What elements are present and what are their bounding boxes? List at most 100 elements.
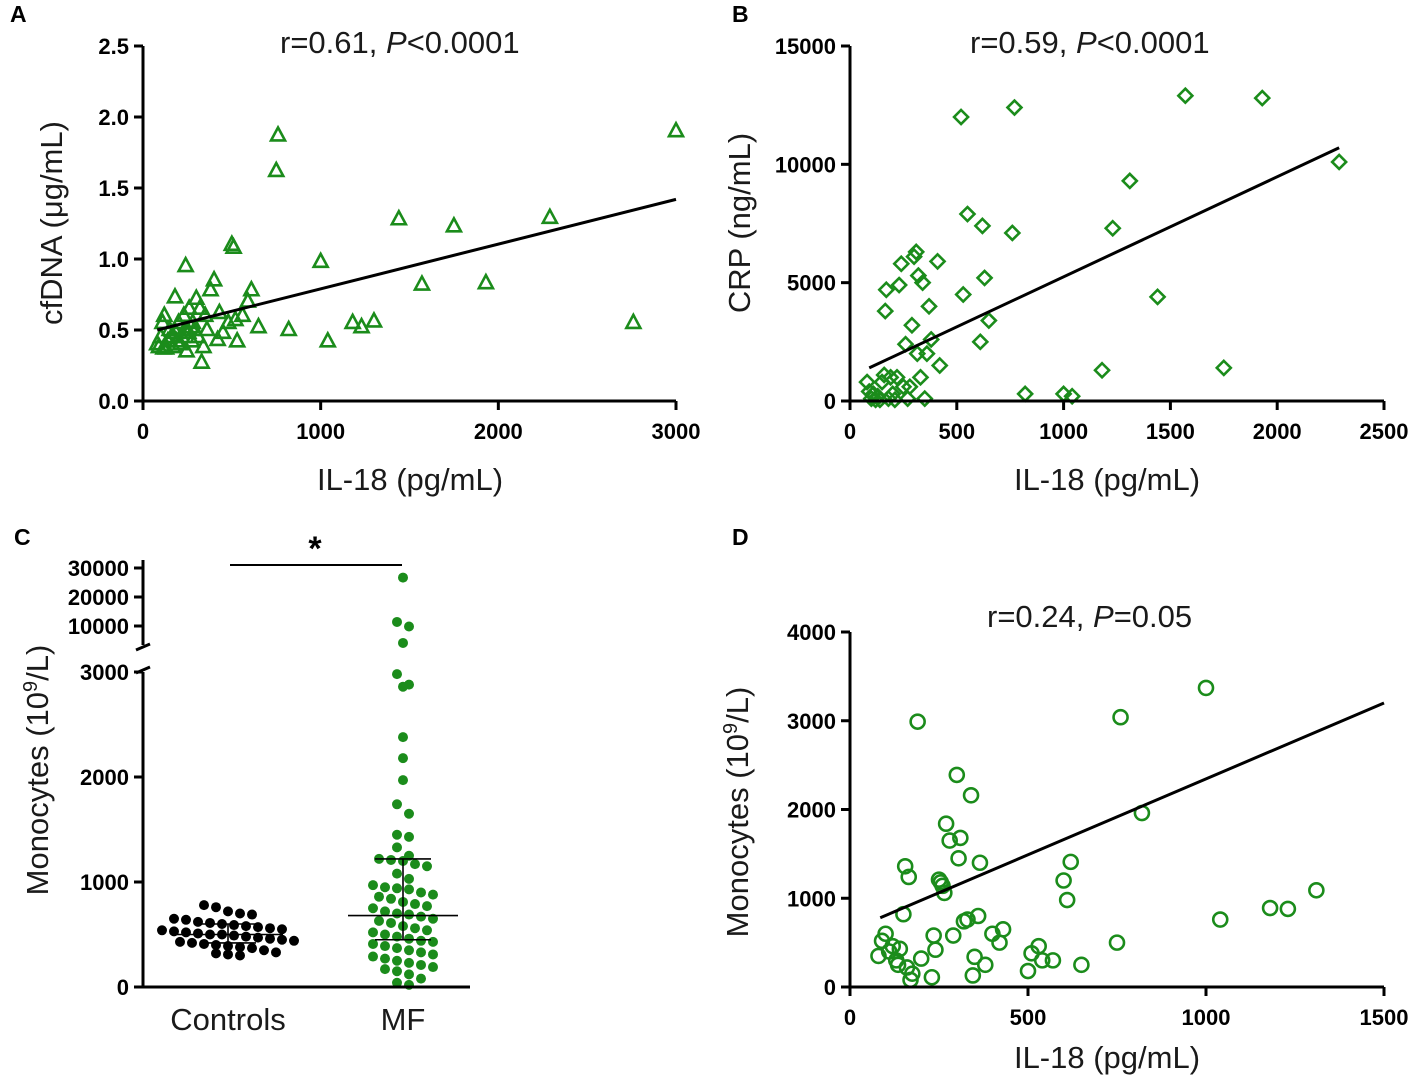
dot-point	[392, 669, 402, 680]
dot-point	[428, 949, 438, 960]
dot-point	[392, 616, 402, 627]
scatter-point	[1062, 853, 1080, 871]
dot-point	[241, 921, 251, 932]
scatter-point	[192, 351, 211, 369]
panel-c-category-mf: MF	[381, 1002, 426, 1037]
y-tick-label: 2000	[80, 765, 129, 790]
scatter-point	[948, 766, 966, 784]
x-tick-label: 2500	[1360, 419, 1409, 444]
scatter-point	[167, 330, 186, 348]
panel-d-axes	[848, 632, 1384, 989]
panel-a-stat-r: r=0.61,	[280, 25, 386, 60]
scatter-point	[155, 305, 174, 323]
dot-point	[193, 916, 203, 927]
dot-point	[416, 887, 426, 898]
scatter-point	[1176, 86, 1195, 105]
panel-d-stat-p-value: =0.05	[1114, 599, 1192, 634]
x-tick-label: 500	[938, 419, 975, 444]
dot-point	[410, 859, 420, 870]
scatter-point	[1261, 899, 1279, 917]
x-tick-label: 1000	[1039, 419, 1088, 444]
panel-a-marks	[148, 120, 686, 369]
x-tick-label: 0	[844, 1005, 856, 1030]
y-tick-label: 4000	[787, 620, 836, 645]
scatter-point	[1197, 679, 1215, 697]
panel-c-category-controls: Controls	[170, 1002, 285, 1037]
x-tick-label: 1500	[1146, 419, 1195, 444]
scatter-point	[242, 279, 261, 297]
dot-point	[199, 900, 209, 911]
scatter-point	[941, 832, 958, 849]
dot-point	[374, 891, 384, 902]
scatter-point	[858, 373, 876, 391]
scatter-point	[1033, 952, 1051, 969]
dot-point	[416, 959, 426, 970]
panel-d: D r=0.24, P=0.05 0 500 1000 1500 0 1000 2000 30…	[720, 524, 1408, 1075]
scatter-point	[364, 310, 384, 328]
y-tick-label: 10000	[68, 614, 129, 639]
scatter-point	[969, 907, 987, 925]
scatter-point	[176, 255, 195, 273]
scatter-point	[994, 921, 1012, 938]
scatter-point	[389, 208, 409, 226]
dot-point	[404, 957, 414, 968]
dot-point	[380, 953, 390, 964]
scatter-point	[903, 316, 921, 335]
panel-b-stat-p-value: <0.0001	[1097, 25, 1210, 60]
panel-a-fit-line	[156, 197, 677, 332]
scatter-point	[952, 108, 970, 126]
scatter-point	[925, 927, 942, 944]
scatter-point	[1016, 385, 1034, 403]
panel-c-y-title: Monocytes (109/L)	[20, 645, 55, 896]
scatter-point	[1063, 387, 1081, 406]
scatter-point	[343, 312, 362, 330]
scatter-point	[930, 356, 949, 375]
scatter-point	[624, 312, 643, 330]
scatter-point	[540, 207, 560, 225]
dot-point	[229, 920, 239, 931]
dot-point	[157, 925, 167, 936]
dot-point	[386, 917, 396, 928]
dot-point	[422, 901, 432, 912]
scatter-point	[1044, 952, 1062, 969]
scatter-point	[900, 868, 918, 886]
scatter-point	[1211, 911, 1229, 928]
scatter-point	[1108, 934, 1126, 951]
scatter-point	[889, 956, 907, 974]
panel-b-fit-line	[868, 146, 1340, 370]
dot-point	[181, 927, 191, 938]
dot-point	[404, 808, 414, 819]
scatter-point	[950, 850, 967, 867]
dot-point	[392, 868, 402, 879]
dot-point	[392, 799, 402, 810]
scatter-point	[1148, 288, 1167, 306]
scatter-point	[1214, 359, 1233, 377]
dot-point	[289, 935, 299, 946]
scatter-point	[1103, 219, 1122, 238]
scatter-point	[958, 205, 977, 223]
dot-point	[392, 908, 402, 919]
scatter-point	[877, 280, 896, 299]
panel-c-marks	[157, 572, 458, 990]
scatter-point	[1055, 872, 1072, 889]
dot-point	[398, 753, 408, 764]
x-tick-label: 1500	[1360, 1005, 1409, 1030]
y-tick-label: 3000	[787, 709, 836, 734]
dot-point	[404, 945, 414, 956]
panel-d-stat-p-label: P	[1093, 599, 1114, 634]
scatter-point	[903, 965, 921, 982]
dot-point	[368, 903, 378, 914]
y-tick-label: 0	[824, 389, 836, 414]
scatter-point	[962, 786, 980, 804]
panel-b-axes	[848, 46, 1384, 403]
scatter-point	[194, 336, 213, 354]
scatter-point	[444, 215, 464, 233]
scatter-point	[892, 254, 911, 273]
scatter-point	[937, 815, 955, 833]
panel-d-stat-r: r=0.24,	[987, 599, 1093, 634]
dot-point	[404, 621, 414, 632]
dot-point	[368, 951, 378, 962]
dot-point	[404, 909, 414, 920]
scatter-point	[913, 273, 932, 292]
